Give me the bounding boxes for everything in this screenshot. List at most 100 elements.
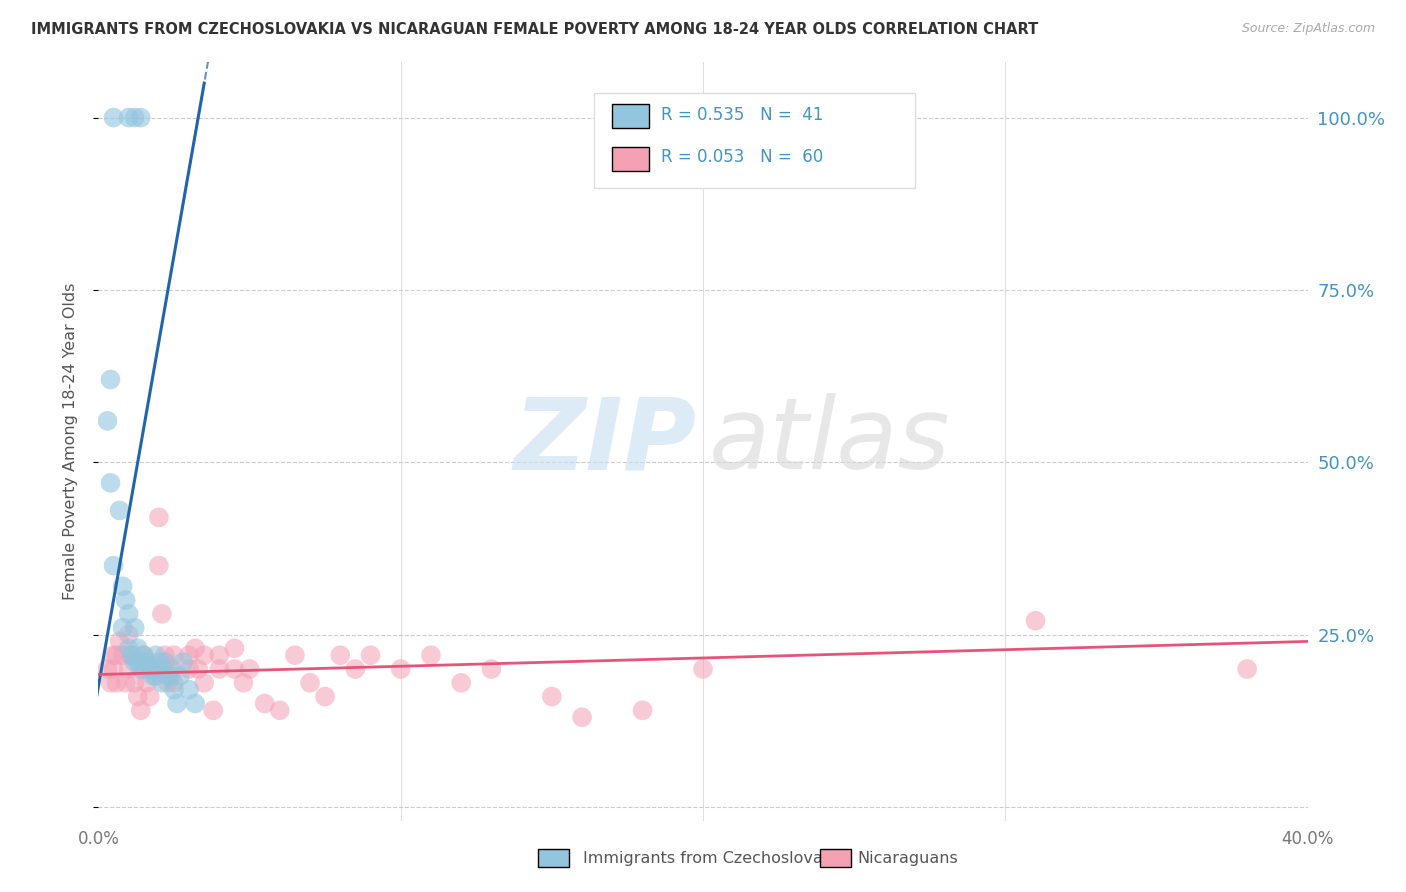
Point — [329, 648, 352, 663]
Point — [103, 111, 125, 125]
Point — [153, 662, 176, 676]
Point — [224, 641, 246, 656]
Point — [111, 621, 134, 635]
Point — [145, 669, 167, 683]
Point — [232, 675, 254, 690]
Text: ZIP: ZIP — [515, 393, 697, 490]
Point — [224, 662, 246, 676]
Point — [121, 648, 143, 663]
Point — [156, 669, 179, 683]
Point — [179, 648, 201, 663]
Point — [631, 703, 654, 717]
Point — [153, 655, 176, 669]
Point — [160, 669, 183, 683]
Point — [100, 372, 122, 386]
Text: R = 0.053   N =  60: R = 0.053 N = 60 — [661, 148, 823, 166]
Point — [139, 662, 162, 676]
Point — [127, 655, 149, 669]
Point — [118, 111, 141, 125]
Point — [142, 669, 165, 683]
Point — [100, 475, 122, 490]
Point — [108, 634, 131, 648]
Point — [127, 641, 149, 656]
Text: Immigrants from Czechoslovakia: Immigrants from Czechoslovakia — [583, 851, 846, 865]
Point — [163, 675, 186, 690]
Point — [299, 675, 322, 690]
Point — [148, 510, 170, 524]
Point — [118, 662, 141, 676]
Text: IMMIGRANTS FROM CZECHOSLOVAKIA VS NICARAGUAN FEMALE POVERTY AMONG 18-24 YEAR OLD: IMMIGRANTS FROM CZECHOSLOVAKIA VS NICARA… — [31, 22, 1038, 37]
Point — [150, 607, 173, 621]
Point — [193, 648, 215, 663]
Point — [142, 662, 165, 676]
Point — [148, 655, 170, 669]
Point — [118, 641, 141, 656]
Point — [208, 662, 231, 676]
Point — [111, 579, 134, 593]
FancyBboxPatch shape — [613, 104, 648, 128]
Point — [124, 655, 146, 669]
Point — [389, 662, 412, 676]
Point — [314, 690, 336, 704]
Point — [239, 662, 262, 676]
Point — [360, 648, 382, 663]
Point — [129, 111, 152, 125]
Point — [481, 662, 503, 676]
Point — [187, 662, 209, 676]
FancyBboxPatch shape — [595, 93, 915, 187]
Point — [124, 675, 146, 690]
Point — [145, 648, 167, 663]
Point — [118, 607, 141, 621]
Point — [160, 662, 183, 676]
Point — [100, 675, 122, 690]
Point — [1236, 662, 1258, 676]
Point — [184, 641, 207, 656]
Point — [163, 648, 186, 663]
Point — [129, 703, 152, 717]
Point — [96, 414, 118, 428]
Point — [450, 675, 472, 690]
Point — [193, 675, 215, 690]
Text: atlas: atlas — [709, 393, 950, 490]
Point — [118, 627, 141, 641]
Point — [420, 648, 443, 663]
Point — [132, 662, 155, 676]
Point — [184, 697, 207, 711]
Point — [124, 111, 146, 125]
Point — [129, 662, 152, 676]
Point — [156, 675, 179, 690]
Point — [103, 558, 125, 573]
Text: Source: ZipAtlas.com: Source: ZipAtlas.com — [1241, 22, 1375, 36]
Point — [172, 655, 194, 669]
Point — [166, 697, 188, 711]
Point — [103, 648, 125, 663]
Point — [269, 703, 291, 717]
Point — [571, 710, 593, 724]
Point — [108, 503, 131, 517]
Point — [142, 662, 165, 676]
Point — [344, 662, 367, 676]
Point — [129, 655, 152, 669]
Point — [124, 621, 146, 635]
Point — [96, 662, 118, 676]
Point — [111, 648, 134, 663]
Point — [135, 675, 157, 690]
Point — [202, 703, 225, 717]
Point — [150, 675, 173, 690]
Point — [284, 648, 307, 663]
Point — [105, 648, 128, 663]
Point — [139, 690, 162, 704]
Point — [1024, 614, 1046, 628]
Point — [692, 662, 714, 676]
Point — [103, 662, 125, 676]
Point — [179, 682, 201, 697]
Point — [150, 662, 173, 676]
Point — [179, 662, 201, 676]
Point — [153, 648, 176, 663]
Point — [540, 690, 562, 704]
Point — [132, 648, 155, 663]
Point — [163, 682, 186, 697]
Point — [208, 648, 231, 663]
Point — [121, 648, 143, 663]
FancyBboxPatch shape — [613, 146, 648, 171]
